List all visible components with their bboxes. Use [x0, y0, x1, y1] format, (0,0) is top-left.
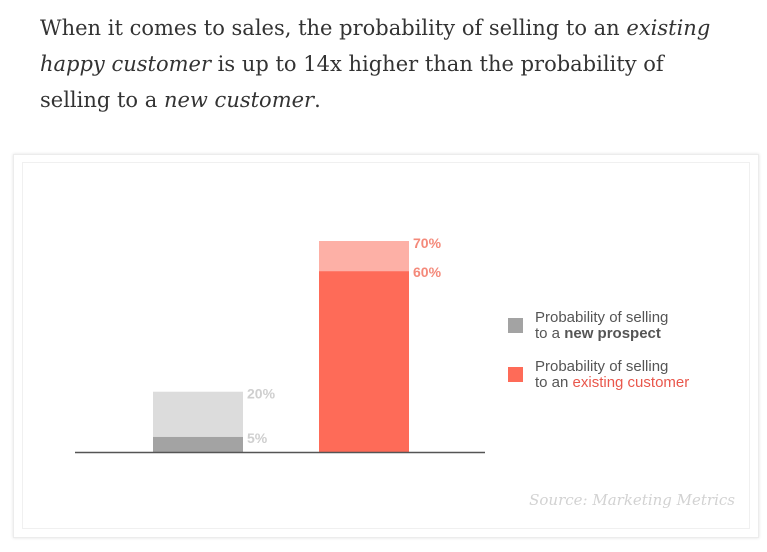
data-label-existing-customer-high: 70% — [413, 235, 442, 251]
chart-card-inner-border — [22, 162, 750, 529]
intro-text-1: When it comes to sales, the probability … — [40, 16, 627, 40]
intro-text-2: is up to 14x higher than the probability… — [40, 52, 664, 112]
legend-existing-line2: to an existing customer — [535, 375, 689, 391]
data-label-new-prospect-high: 20% — [247, 386, 276, 402]
legend-new-line1: Probability of selling — [535, 309, 669, 326]
legend-existing-line1: Probability of selling — [535, 358, 669, 375]
legend-item-new-prospect: Probability of selling to a new prospect — [508, 310, 689, 342]
bar-base-new-prospect — [153, 436, 243, 452]
legend-new-highlight: new prospect — [564, 325, 661, 342]
intro-text-3: . — [314, 88, 321, 112]
data-label-existing-customer-low: 60% — [413, 264, 442, 280]
bar-range-new-prospect — [153, 391, 243, 437]
legend-swatch-new-prospect — [508, 318, 523, 333]
intro-emphasis-existing: existing happy customer — [40, 16, 711, 76]
chart-legend: Probability of selling to a new prospect… — [508, 310, 689, 408]
intro-paragraph: When it comes to sales, the probability … — [40, 10, 740, 118]
bar-base-existing-customer — [319, 271, 409, 452]
data-label-new-prospect-low: 5% — [247, 430, 268, 446]
legend-existing-prefix: to an — [535, 374, 573, 391]
legend-swatch-existing-customer — [508, 367, 523, 382]
legend-item-existing-customer: Probability of selling to an existing cu… — [508, 359, 689, 391]
bar-range-existing-customer — [319, 241, 409, 272]
legend-new-line2: to a new prospect — [535, 326, 689, 342]
chart-source: Source: Marketing Metrics — [529, 491, 735, 509]
legend-existing-highlight: existing customer — [572, 374, 690, 391]
legend-new-prefix: to a — [535, 325, 565, 342]
intro-emphasis-new: new customer — [163, 88, 315, 112]
